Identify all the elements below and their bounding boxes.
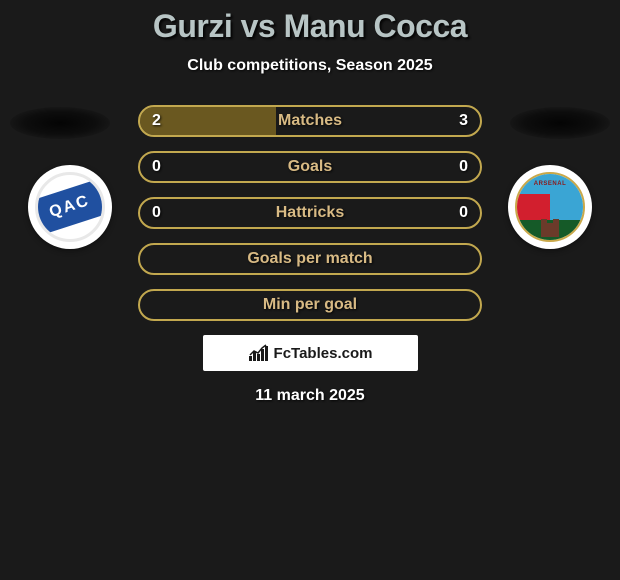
stat-bar: Matches bbox=[138, 105, 482, 137]
stat-value-right: 0 bbox=[459, 204, 468, 222]
stat-row: Matches 2 3 bbox=[138, 105, 482, 137]
bars-icon bbox=[248, 344, 270, 362]
stat-row: Goals per match bbox=[138, 243, 482, 275]
page-title: Gurzi vs Manu Cocca bbox=[0, 8, 620, 45]
date-label: 11 march 2025 bbox=[0, 387, 620, 405]
stat-value-right: 3 bbox=[459, 112, 468, 130]
stat-row: Min per goal bbox=[138, 289, 482, 321]
player-shadow-left bbox=[10, 107, 110, 139]
stat-value-left: 0 bbox=[152, 158, 161, 176]
stat-bar: Min per goal bbox=[138, 289, 482, 321]
stat-bar: Goals per match bbox=[138, 243, 482, 275]
stat-row: Hattricks 0 0 bbox=[138, 197, 482, 229]
stat-label: Matches bbox=[278, 112, 342, 130]
stat-row: Goals 0 0 bbox=[138, 151, 482, 183]
qac-badge-icon: QAC bbox=[35, 172, 105, 242]
stat-bar: Hattricks bbox=[138, 197, 482, 229]
stat-value-right: 0 bbox=[459, 158, 468, 176]
stat-label: Goals bbox=[288, 158, 332, 176]
stat-label: Goals per match bbox=[247, 250, 372, 268]
arsenal-badge-icon: ARSENAL bbox=[515, 172, 585, 242]
brand-text: FcTables.com bbox=[274, 345, 373, 362]
page-subtitle: Club competitions, Season 2025 bbox=[0, 57, 620, 75]
stat-value-left: 2 bbox=[152, 112, 161, 130]
stat-value-left: 0 bbox=[152, 204, 161, 222]
stat-rows: Matches 2 3 Goals 0 0 Hattricks 0 0 Goals per mat… bbox=[138, 105, 482, 321]
crest-left: QAC bbox=[28, 165, 112, 249]
comparison-container: QAC ARSENAL Matches23Goals00Hattricks00G… bbox=[0, 105, 620, 405]
player-shadow-right bbox=[510, 107, 610, 139]
stat-bar: Goals bbox=[138, 151, 482, 183]
stat-label: Min per goal bbox=[263, 296, 357, 314]
brand-badge: FcTables.com bbox=[203, 335, 418, 371]
stat-label: Hattricks bbox=[276, 204, 344, 222]
qac-badge-text: QAC bbox=[47, 192, 92, 222]
crest-right: ARSENAL bbox=[508, 165, 592, 249]
